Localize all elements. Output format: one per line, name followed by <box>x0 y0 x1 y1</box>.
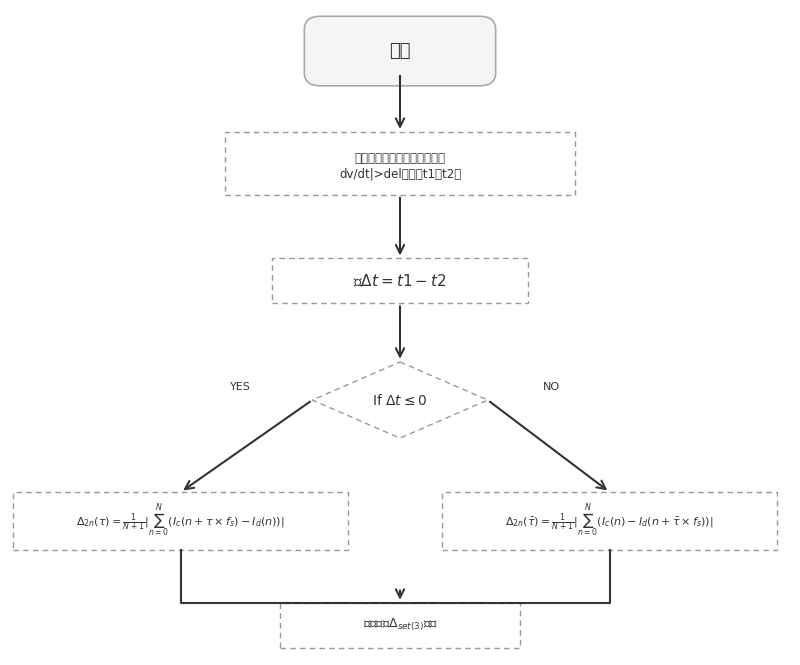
Text: dv/dt|>del的时刻t1、t2：: dv/dt|>del的时刻t1、t2： <box>339 167 461 180</box>
FancyBboxPatch shape <box>442 492 777 551</box>
Text: $\Delta_{2n}(\bar{\tau})=\frac{1}{N+1}|\sum_{n=0}^{N}(I_c(n)-I_d(n+\bar{\tau}\ti: $\Delta_{2n}(\bar{\tau})=\frac{1}{N+1}|\… <box>506 503 714 540</box>
Text: $\Delta_{2n}(\tau)=\frac{1}{N+1}|\sum_{n=0}^{N}(I_c(n+\tau\times f_s)-I_d(n))|$: $\Delta_{2n}(\tau)=\frac{1}{N+1}|\sum_{n… <box>77 503 285 540</box>
Text: 记录线路两端保护装置检测到: 记录线路两端保护装置检测到 <box>354 152 446 166</box>
Polygon shape <box>312 362 488 438</box>
Text: NO: NO <box>543 382 560 392</box>
Text: If $\Delta t \leq 0$: If $\Delta t \leq 0$ <box>373 392 427 408</box>
FancyBboxPatch shape <box>14 492 348 551</box>
FancyBboxPatch shape <box>225 132 575 195</box>
FancyBboxPatch shape <box>281 602 519 648</box>
Text: YES: YES <box>230 382 251 392</box>
Text: 开始: 开始 <box>390 42 410 60</box>
FancyBboxPatch shape <box>273 258 527 303</box>
Text: $令\Delta t = t1 - t2$: $令\Delta t = t1 - t2$ <box>353 273 447 289</box>
FancyBboxPatch shape <box>304 16 496 86</box>
Text: 与整定值$\Delta_{set(3)}$比较: 与整定值$\Delta_{set(3)}$比较 <box>362 617 438 633</box>
